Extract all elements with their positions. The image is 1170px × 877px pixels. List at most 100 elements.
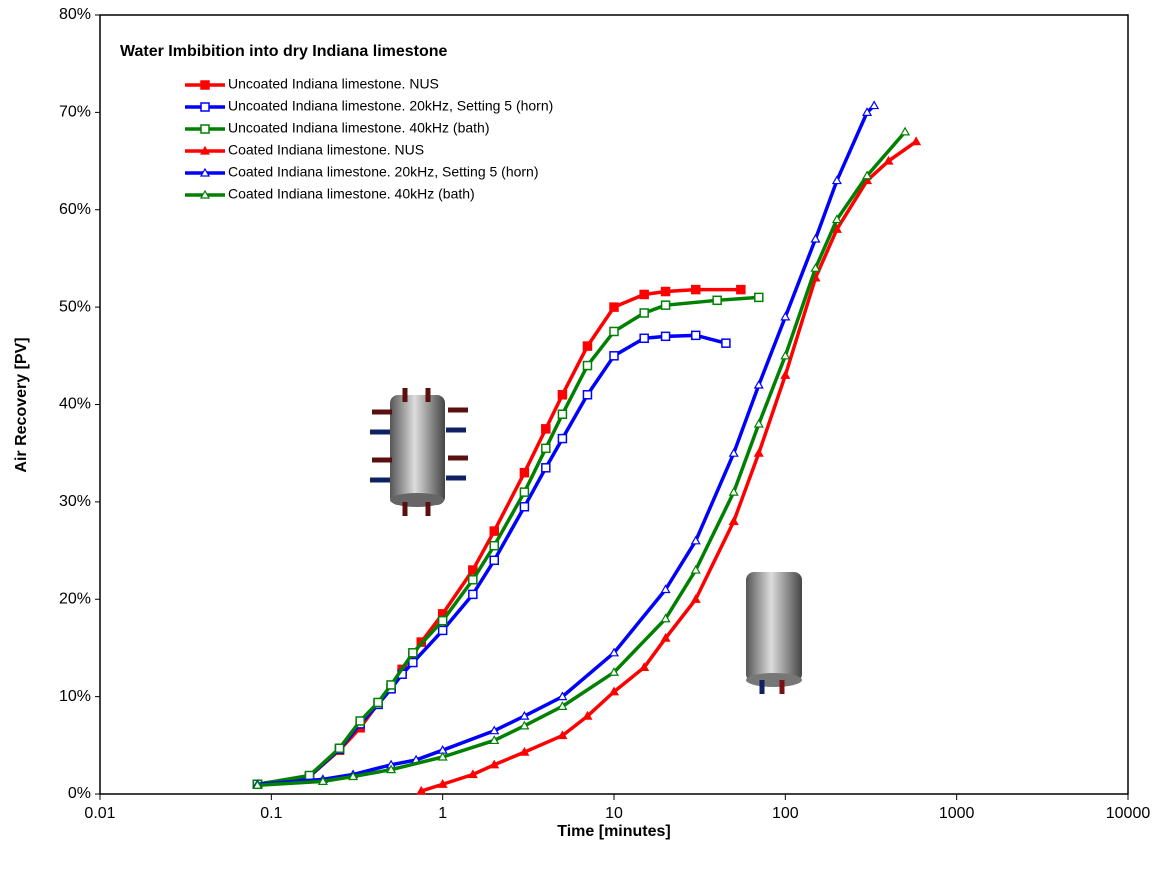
y-tick-label: 50% <box>59 298 91 315</box>
marker <box>660 613 671 623</box>
marker <box>831 214 842 224</box>
marker <box>639 333 649 344</box>
marker <box>557 433 568 444</box>
marker <box>386 764 397 774</box>
marker <box>408 657 418 668</box>
illustration-coated <box>746 572 802 694</box>
marker <box>780 350 791 360</box>
marker <box>753 418 764 428</box>
marker <box>437 625 448 636</box>
marker <box>831 175 842 185</box>
marker <box>489 526 499 536</box>
marker <box>660 300 671 310</box>
marker <box>489 759 500 769</box>
marker <box>810 233 821 243</box>
marker <box>468 575 478 585</box>
marker <box>437 751 448 761</box>
legend-marker <box>200 124 210 134</box>
legend-marker <box>199 189 211 199</box>
y-axis-label: Air Recovery [PV] <box>13 337 30 472</box>
illustration-uncoated <box>370 388 468 516</box>
marker <box>690 284 701 295</box>
legend-label: Coated Indiana limestone. NUS <box>228 142 424 158</box>
marker <box>408 648 418 658</box>
marker <box>753 447 764 457</box>
marker <box>780 311 791 321</box>
marker <box>557 390 568 400</box>
x-tick-label: 10000 <box>1106 805 1151 822</box>
marker <box>690 535 701 545</box>
marker <box>639 308 649 318</box>
marker <box>348 771 359 781</box>
marker <box>712 295 722 306</box>
marker <box>900 126 911 136</box>
marker <box>721 338 731 348</box>
marker <box>780 370 791 379</box>
legend-marker <box>199 167 211 177</box>
marker <box>660 286 671 297</box>
marker <box>386 680 396 690</box>
marker <box>467 769 478 779</box>
marker <box>862 107 873 116</box>
legend-label: Uncoated Indiana limestone. NUS <box>228 76 439 92</box>
marker <box>489 555 499 566</box>
marker <box>317 776 328 785</box>
marker <box>489 725 500 735</box>
marker <box>557 730 568 740</box>
marker <box>660 584 671 594</box>
marker <box>437 615 448 626</box>
marker <box>609 302 619 312</box>
marker <box>609 351 619 361</box>
y-tick-label: 10% <box>59 688 91 705</box>
marker <box>660 632 671 642</box>
marker <box>252 780 263 789</box>
y-tick-label: 20% <box>59 590 91 607</box>
marker <box>608 667 620 676</box>
marker <box>728 447 739 457</box>
legend-label: Coated Indiana limestone. 20kHz, Setting… <box>228 164 539 180</box>
x-tick-label: 1000 <box>939 805 975 822</box>
marker <box>608 647 620 657</box>
x-tick-label: 0.01 <box>84 805 115 822</box>
legend-label: Coated Indiana limestone. 40kHz (bath) <box>228 186 475 202</box>
marker <box>582 341 593 351</box>
legend-label: Uncoated Indiana limestone. 40kHz (bath) <box>228 120 489 136</box>
legend-marker <box>200 102 210 112</box>
marker <box>639 662 650 672</box>
marker <box>690 564 701 574</box>
marker <box>373 697 383 708</box>
marker <box>541 424 551 434</box>
marker <box>541 463 551 473</box>
marker <box>753 379 764 389</box>
marker <box>519 746 530 756</box>
marker <box>519 710 530 720</box>
marker <box>519 467 530 478</box>
chart-title: Water Imbibition into dry Indiana limest… <box>120 43 448 60</box>
marker <box>468 589 478 600</box>
y-tick-label: 60% <box>59 201 91 218</box>
marker <box>869 100 880 110</box>
marker <box>437 779 448 788</box>
marker <box>334 743 345 753</box>
y-tick-label: 70% <box>59 104 91 121</box>
y-tick-label: 0% <box>68 785 91 802</box>
marker <box>468 565 478 575</box>
marker <box>304 770 315 781</box>
marker <box>416 785 427 795</box>
marker <box>557 701 568 710</box>
marker <box>831 224 842 233</box>
marker <box>557 691 568 701</box>
y-tick-label: 40% <box>59 396 91 413</box>
y-tick-label: 80% <box>59 6 91 23</box>
marker <box>489 540 499 551</box>
marker <box>728 486 739 496</box>
marker <box>736 284 746 295</box>
marker <box>582 360 593 371</box>
x-axis-label: Time [minutes] <box>557 823 671 840</box>
marker <box>608 686 620 696</box>
y-tick-label: 30% <box>59 493 91 510</box>
legend-marker <box>199 145 211 155</box>
x-tick-label: 10 <box>605 805 623 822</box>
marker <box>582 710 593 720</box>
